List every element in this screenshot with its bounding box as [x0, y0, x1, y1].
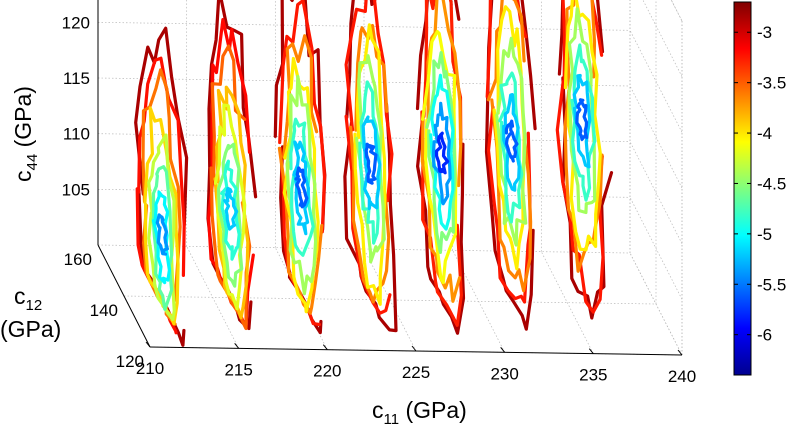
grid-line — [629, 197, 683, 300]
contour-line — [429, 73, 455, 231]
y-tick-label: 120 — [116, 352, 144, 371]
x-tick-mark — [500, 347, 506, 353]
grid-line — [541, 251, 594, 354]
x-tick-label: 225 — [402, 363, 430, 382]
contour-line — [434, 131, 450, 175]
y-tick-label: 160 — [64, 250, 92, 269]
axis-line — [670, 0, 683, 22]
colorbar-tick-label: -3.5 — [757, 74, 786, 93]
x-axis-label: c11 (GPa) — [372, 397, 467, 426]
contour-line — [285, 74, 318, 296]
contour-line — [345, 0, 377, 120]
contour-line — [141, 68, 182, 302]
contour-line — [486, 0, 526, 102]
contour-line — [358, 80, 382, 245]
contour-line — [572, 73, 592, 169]
z-tick-label: 110 — [63, 125, 90, 144]
contour-line — [151, 165, 174, 311]
x-tick-label: 215 — [224, 360, 252, 379]
contour-line — [155, 213, 169, 256]
contour-line — [282, 56, 320, 314]
contour-line — [425, 50, 457, 254]
contour-slices — [134, 0, 614, 347]
grid-line — [642, 0, 683, 77]
x-tick-label: 210 — [136, 359, 164, 378]
contour-line — [420, 113, 462, 303]
contour-line — [294, 166, 309, 209]
contour-line — [563, 0, 602, 252]
x-tick-label: 235 — [579, 366, 607, 385]
contour-line — [220, 159, 241, 261]
x-tick-mark — [411, 345, 417, 352]
colorbar-tick-label: -5 — [757, 225, 772, 244]
contour-line — [361, 115, 382, 211]
grid-line — [97, 21, 631, 31]
x-tick-mark — [588, 348, 594, 354]
grid-line — [629, 141, 683, 244]
x-tick-labels: 210 215 220 225 230 235 240 — [136, 341, 696, 386]
contour-line — [570, 43, 597, 202]
colorbar-tick-labels: -3 -3.5 -4 -4.5 -5 -5.5 -6 — [734, 23, 786, 345]
x-tick-mark — [234, 343, 240, 349]
grid-line — [97, 77, 631, 87]
contour-line — [216, 142, 244, 288]
grid-line — [670, 0, 683, 22]
x-tick-mark — [322, 344, 328, 350]
z-tick-label: 115 — [63, 69, 90, 88]
grid-line — [629, 30, 683, 133]
x-tick-mark — [677, 349, 683, 356]
y-tick-label: 140 — [90, 301, 118, 320]
contour-line — [555, 79, 605, 314]
z-tick-labels: 105110115120125130 — [62, 13, 90, 199]
x-tick-label: 230 — [490, 364, 518, 383]
z-axis-label: c44 (GPa) — [10, 86, 41, 182]
contour-line — [213, 103, 247, 311]
grid-line — [629, 85, 683, 189]
contour-line — [292, 140, 310, 236]
y-axis-label: c12 — [14, 283, 42, 314]
contour-line — [426, 0, 463, 188]
contour-line — [495, 36, 528, 247]
contour-line — [349, 125, 391, 304]
contour-line — [210, 44, 247, 181]
colorbar — [733, 1, 752, 376]
axis-line — [629, 252, 683, 356]
y-axis-label-unit: (GPa) — [0, 316, 61, 342]
contour-line — [416, 113, 466, 335]
contour-line — [431, 101, 452, 206]
colorbar-tick-label: -3 — [757, 23, 772, 42]
z-tick-label: 105 — [62, 180, 90, 199]
contour-line — [289, 117, 315, 257]
contour-line — [344, 0, 394, 203]
axis-line — [97, 244, 151, 348]
contour-line — [278, 0, 327, 234]
x-tick-mark — [145, 341, 151, 348]
colorbar-tick-label: -6 — [757, 326, 772, 345]
contour-line — [364, 142, 378, 185]
colorbar-tick-label: -5.5 — [757, 275, 786, 294]
x-tick-label: 240 — [668, 367, 696, 386]
z-tick-label: 120 — [62, 13, 90, 32]
y-tick-labels: 120 140 160 — [64, 250, 144, 371]
contour-line — [575, 98, 589, 141]
contour-line — [420, 110, 463, 327]
contour-line — [504, 119, 519, 163]
contour-line — [134, 26, 189, 227]
x-tick-label: 220 — [313, 362, 341, 381]
contour-line — [415, 0, 461, 111]
colorbar-tick-label: -4.5 — [757, 174, 786, 193]
colorbar-tick-label: -4 — [757, 124, 772, 143]
contour-line — [223, 186, 239, 231]
